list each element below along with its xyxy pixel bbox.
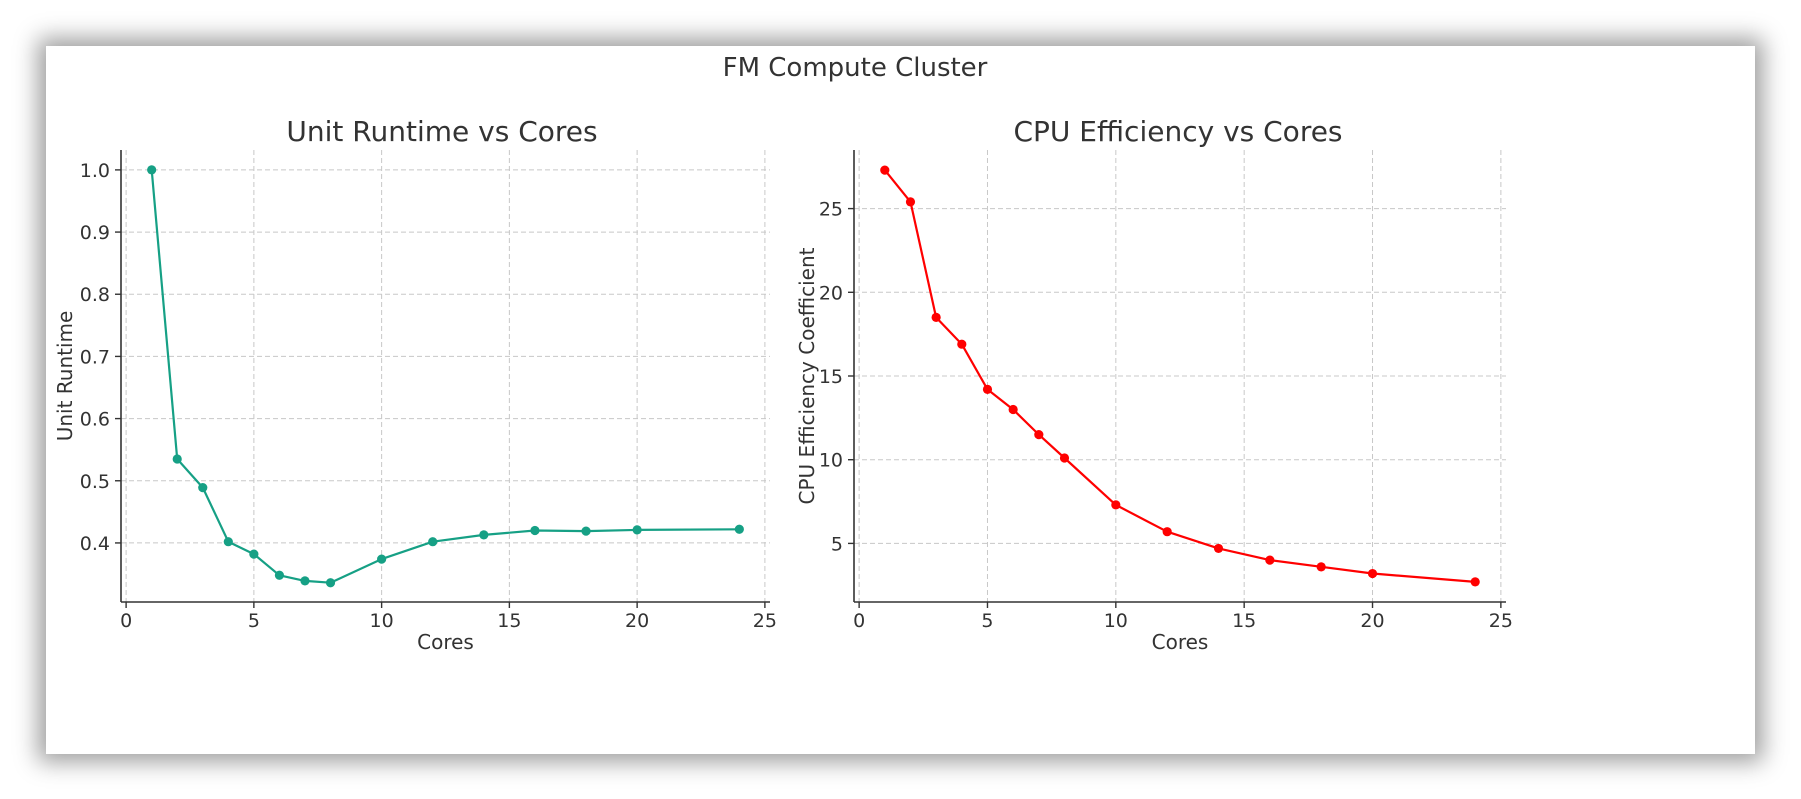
chart-1-x-tick-label-5: 25	[753, 610, 777, 632]
chart-2-series-1-point-13	[1367, 568, 1378, 579]
chart-1-series-1-point-5	[274, 570, 285, 580]
chart-2-y-tick-label-3: 20	[819, 282, 843, 304]
chart-1-x-tick-label-4: 20	[625, 610, 649, 632]
chart-1-series-1-point-6	[300, 576, 310, 586]
chart-2-series-1-point-0	[880, 165, 890, 175]
chart-1-series-1-point-0	[147, 165, 157, 175]
chart-2-x-tick-label-5: 25	[1489, 610, 1513, 632]
chart-2-series-1-point-2	[931, 312, 941, 323]
chart-1-y-tick-label-4: 0.8	[80, 284, 110, 306]
chart-1-series-1-point-11	[530, 525, 540, 536]
chart-1-series-1-point-7	[325, 578, 336, 588]
chart-1-series-1-point-2	[198, 483, 208, 493]
chart-2-series-1-point-11	[1265, 555, 1275, 565]
chart-1-y-tick-label-0: 0.4	[80, 533, 110, 555]
chart-1-y-tick-label-1: 0.5	[80, 471, 110, 493]
figure-canvas: FM Compute Cluster 0 5 10 15 20 25 0.4 0.5 0.6 0.…	[53, 53, 1513, 654]
chart-1-series-1-point-14	[734, 524, 744, 534]
chart-2-series-1-point-3	[957, 339, 967, 349]
chart-2-series-1-point-9	[1162, 527, 1172, 537]
chart-2-x-tick-label-4: 20	[1360, 610, 1384, 632]
chart-2-y-tick-label-4: 25	[819, 199, 843, 221]
chart-1-x-tick-label-3: 15	[497, 610, 521, 632]
chart-2-series-1-point-12	[1316, 562, 1326, 572]
chart-2-series-1-point-5	[1008, 404, 1018, 415]
chart-2-y-tick-label-2: 15	[819, 366, 843, 388]
chart-2-series-1-point-10	[1213, 543, 1224, 554]
chart-1-y-axis-label: Unit Runtime	[53, 311, 77, 442]
chart-2-x-axis-label: Cores	[1152, 630, 1209, 654]
chart-1-series-1-point-9	[428, 537, 438, 547]
figure-frame: FM Compute Cluster 0 5 10 15 20 25 0.4 0.5 0.6 0.…	[46, 46, 1755, 754]
chart-1-x-tick-label-0: 0	[120, 610, 132, 632]
chart-1-series-1-point-3	[223, 537, 233, 547]
chart-2-series-1-point-4	[982, 384, 993, 394]
chart-2-series-1-point-7	[1059, 453, 1070, 463]
chart-1-x-tick-label-2: 10	[370, 610, 394, 632]
chart-1-y-tick-label-5: 0.9	[80, 222, 110, 244]
chart-1-series-1-point-12	[581, 526, 591, 536]
chart-2-series-1-point-1	[905, 197, 916, 207]
chart-2-title: CPU Efficiency vs Cores	[1013, 115, 1342, 148]
chart-1-y-tick-label-2: 0.6	[80, 409, 110, 431]
chart-2-series-1-point-6	[1034, 429, 1044, 440]
chart-2-y-axis-label: CPU Efficiency Coefficient	[795, 247, 819, 504]
chart-2-x-tick-label-0: 0	[853, 610, 865, 632]
chart-1-title: Unit Runtime vs Cores	[286, 115, 597, 148]
figure-suptitle: FM Compute Cluster	[723, 53, 988, 83]
chart-1-y-tick-label-3: 0.7	[80, 346, 110, 368]
chart-1-series-1-point-8	[377, 554, 387, 564]
chart-2-x-tick-label-2: 10	[1104, 610, 1128, 632]
chart-2-x-tick-label-3: 15	[1232, 610, 1256, 632]
chart-1-series-1-point-10	[479, 530, 489, 540]
chart-2-x-tick-label-1: 5	[981, 610, 993, 632]
chart-1-series-1-point-1	[172, 454, 182, 464]
chart-1-x-axis-label: Cores	[417, 630, 474, 654]
chart-2-y-tick-label-1: 10	[819, 450, 843, 472]
chart-1-series-1-point-4	[249, 549, 259, 559]
chart-2-series-1-point-14	[1470, 577, 1480, 587]
chart-2-series-1-point-8	[1111, 500, 1121, 510]
chart-1-series-1-point-13	[632, 525, 642, 535]
chart-1-y-tick-label-6: 1.0	[80, 160, 110, 182]
chart-1-x-tick-label-1: 5	[248, 610, 260, 632]
chart-2-y-tick-label-0: 5	[831, 533, 843, 555]
